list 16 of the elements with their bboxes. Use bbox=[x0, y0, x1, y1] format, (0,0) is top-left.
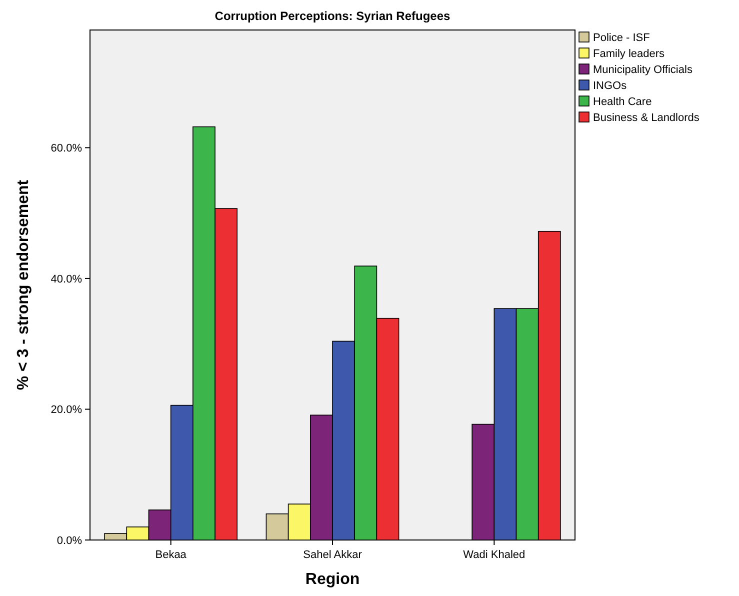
y-tick-label: 60.0% bbox=[50, 142, 82, 155]
legend-label: INGOs bbox=[593, 80, 628, 92]
legend-label: Police - ISF bbox=[593, 32, 650, 44]
y-axis-title: % < 3 - strong endorsement bbox=[15, 179, 32, 390]
legend-label: Health Care bbox=[593, 96, 652, 108]
legend-label: Family leaders bbox=[593, 48, 666, 60]
legend-label: Municipality Officials bbox=[593, 64, 693, 76]
legend-label: Business & Landlords bbox=[593, 112, 700, 124]
y-tick-label: 40.0% bbox=[50, 273, 82, 286]
x-tick-label: Bekaa bbox=[155, 549, 188, 561]
x-tick-label: Wadi Khaled bbox=[463, 549, 526, 561]
chart-title: Corruption Perceptions: Syrian Refugees bbox=[214, 9, 451, 23]
x-tick-label: Sahel Akkar bbox=[303, 549, 362, 561]
y-tick-label: 20.0% bbox=[50, 404, 82, 416]
x-axis-title: Region bbox=[305, 571, 360, 588]
y-tick-label: 0.0% bbox=[56, 534, 82, 547]
